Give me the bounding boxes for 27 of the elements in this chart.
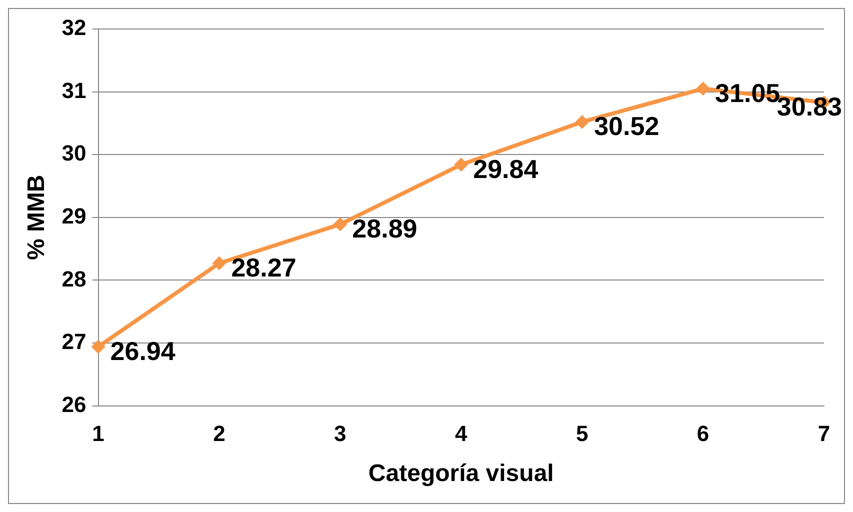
y-tick-label: 29 — [62, 203, 86, 228]
data-label: 29.84 — [473, 154, 539, 184]
data-label: 30.52 — [594, 111, 660, 142]
y-tick-label: 31 — [62, 78, 86, 103]
x-tick-label: 7 — [818, 421, 830, 446]
x-tick-label: 6 — [696, 421, 710, 446]
y-tick-label: 28 — [62, 266, 86, 292]
x-axis-title: Categoría visual — [368, 460, 554, 488]
point — [212, 256, 226, 270]
y-axis-title: % MMB — [23, 174, 50, 260]
x-tick-label: 2 — [213, 421, 226, 446]
x-tick-label: 1 — [92, 421, 104, 446]
y-tick-label: 26 — [62, 392, 86, 417]
point — [575, 114, 590, 129]
point — [333, 217, 348, 232]
x-tick-label: 5 — [576, 421, 588, 446]
point — [91, 340, 106, 354]
x-tick-label: 4 — [455, 421, 468, 446]
point — [454, 158, 468, 172]
data-label: 28.27 — [231, 252, 296, 282]
data-label: 28.89 — [352, 213, 418, 244]
y-tick-label: 32 — [62, 15, 86, 40]
point — [696, 82, 710, 96]
y-tick-label: 30 — [62, 140, 86, 166]
data-label: 26.94 — [110, 336, 176, 366]
y-tick-label: 27 — [62, 329, 86, 354]
x-tick-label: 3 — [334, 421, 346, 446]
